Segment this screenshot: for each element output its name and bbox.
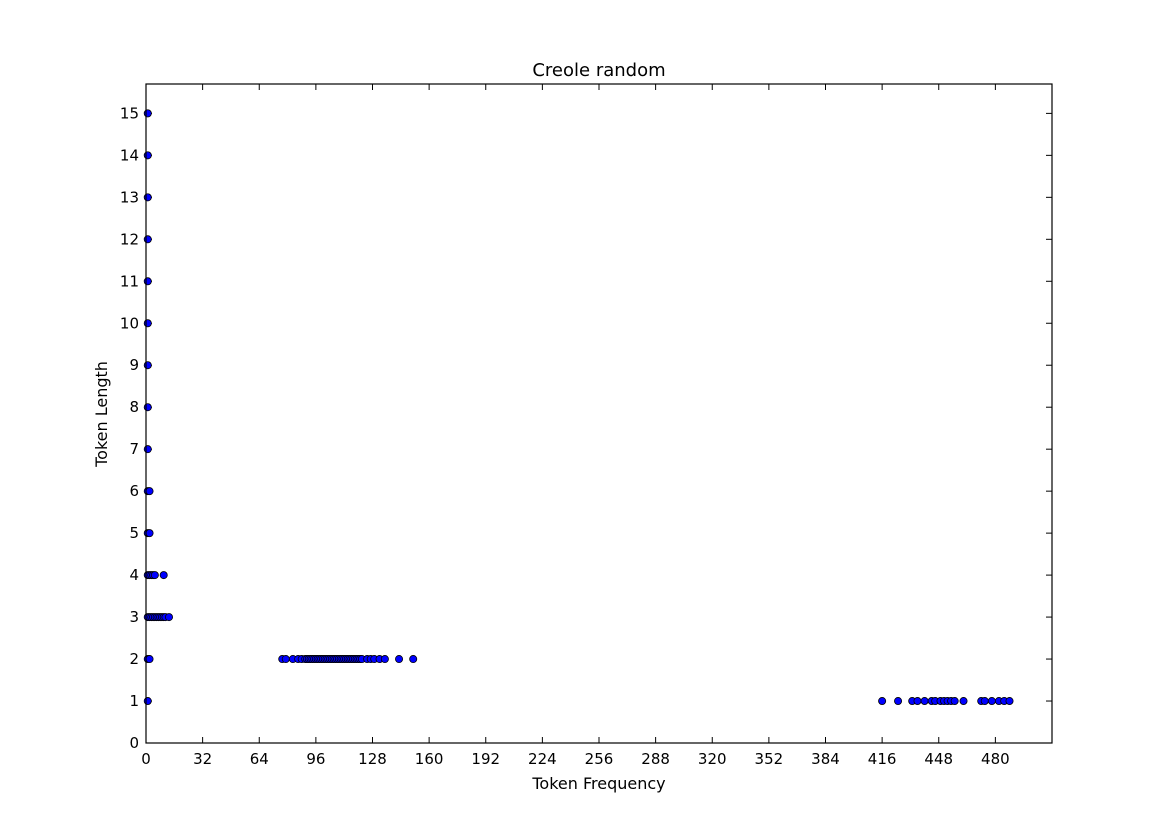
x-tick-label: 192: [471, 750, 500, 768]
x-tick-label: 64: [250, 750, 269, 768]
scatter-point: [380, 655, 389, 664]
chart-title: Creole random: [532, 60, 665, 81]
x-tick-label: 352: [755, 750, 784, 768]
scatter-point: [150, 571, 159, 580]
scatter-point: [145, 655, 154, 664]
x-tick-label: 448: [924, 750, 953, 768]
scatter-point: [959, 697, 968, 706]
y-tick-label: 12: [120, 230, 139, 248]
x-tick-label: 32: [193, 750, 212, 768]
scatter-point: [145, 487, 154, 496]
y-tick-label: 2: [129, 650, 139, 668]
x-tick-label: 160: [415, 750, 444, 768]
scatter-point: [143, 697, 152, 706]
x-tick-label: 384: [811, 750, 840, 768]
scatter-point: [878, 697, 887, 706]
y-tick-label: 9: [129, 356, 139, 374]
scatter-point: [143, 277, 152, 286]
y-tick-label: 6: [129, 482, 139, 500]
y-tick-label: 7: [129, 440, 139, 458]
scatter-point: [894, 697, 903, 706]
scatter-point: [143, 235, 152, 244]
scatter-point: [395, 655, 404, 664]
x-axis-label: Token Frequency: [531, 774, 665, 793]
y-tick-label: 15: [120, 104, 139, 122]
y-axis-label: Token Length: [92, 361, 111, 468]
scatter-point: [281, 655, 290, 664]
y-tick-label: 8: [129, 398, 139, 416]
y-tick-label: 13: [120, 188, 139, 206]
scatter-point: [143, 193, 152, 202]
scatter-point: [143, 151, 152, 160]
y-tick-label: 14: [120, 146, 139, 164]
scatter-point: [950, 697, 959, 706]
x-tick-label: 128: [358, 750, 387, 768]
scatter-point: [143, 109, 152, 118]
x-tick-label: 416: [868, 750, 897, 768]
y-tick-label: 5: [129, 524, 139, 542]
scatter-point: [920, 697, 929, 706]
scatter-point: [913, 697, 922, 706]
y-tick-label: 11: [120, 272, 139, 290]
y-tick-label: 1: [129, 692, 139, 710]
y-tick-label: 4: [129, 566, 139, 584]
x-tick-label: 480: [981, 750, 1010, 768]
scatter-point: [145, 529, 154, 538]
x-tick-label: 0: [141, 750, 151, 768]
x-axis-ticks: 0 32 64 96 128 160 192 224 256 288 320 352 384 416 448…: [141, 84, 1010, 768]
scatter-point: [1005, 697, 1014, 706]
scatter-point: [987, 697, 996, 706]
x-tick-label: 224: [528, 750, 557, 768]
scatter-point: [980, 697, 989, 706]
scatter-point: [143, 445, 152, 454]
y-tick-label: 10: [120, 314, 139, 332]
scatter-point: [143, 361, 152, 370]
x-tick-label: 96: [306, 750, 325, 768]
y-tick-label: 0: [129, 734, 139, 752]
x-tick-label: 320: [698, 750, 727, 768]
scatter-point: [159, 571, 168, 580]
scatter-point: [143, 319, 152, 328]
x-tick-label: 256: [585, 750, 614, 768]
scatter-point: [165, 613, 174, 622]
x-tick-label: 288: [641, 750, 670, 768]
scatter-point: [143, 403, 152, 412]
y-tick-label: 3: [129, 608, 139, 626]
scatter-points: [143, 109, 1014, 706]
scatter-point: [409, 655, 418, 664]
plot-area-frame: [145, 83, 1053, 744]
